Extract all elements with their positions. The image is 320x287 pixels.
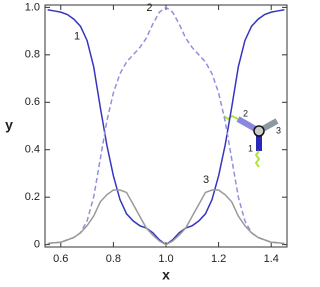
chart: x y 2 3 1 0.6 0.8 1.0 1.2 1.4 0 0.2 0.4 0.6 0.8 1.… bbox=[5, 1, 288, 283]
series-line bbox=[47, 6, 285, 245]
y-tick-label: 0 bbox=[34, 239, 40, 251]
y-tick-label: 0.4 bbox=[25, 144, 40, 156]
x-tick-label: 0.8 bbox=[106, 253, 121, 265]
y-axis-label: y bbox=[5, 117, 13, 133]
x-tick-label: 1.4 bbox=[264, 253, 279, 265]
x-axis-label: x bbox=[162, 267, 170, 283]
y-tick-label: 0.6 bbox=[25, 96, 40, 108]
x-tick-label: 0.6 bbox=[53, 253, 68, 265]
series-label: 2 bbox=[146, 2, 152, 14]
y-tick-label: 1.0 bbox=[25, 1, 40, 13]
series-label: 3 bbox=[203, 174, 209, 186]
molecule-icon: 2 3 1 bbox=[223, 108, 281, 168]
icon-label: 3 bbox=[276, 125, 281, 135]
center bbox=[253, 125, 265, 137]
spring-1 bbox=[254, 150, 261, 168]
x-tick-label: 1.0 bbox=[158, 253, 173, 265]
icon-label: 2 bbox=[243, 108, 248, 118]
series-label: 1 bbox=[74, 30, 80, 42]
spring-2 bbox=[223, 114, 239, 121]
y-tick-label: 0.2 bbox=[25, 191, 40, 203]
x-tick-label: 1.2 bbox=[211, 253, 226, 265]
icon-label: 1 bbox=[248, 143, 253, 153]
series-line bbox=[47, 189, 285, 246]
y-tick-label: 0.8 bbox=[25, 49, 40, 61]
